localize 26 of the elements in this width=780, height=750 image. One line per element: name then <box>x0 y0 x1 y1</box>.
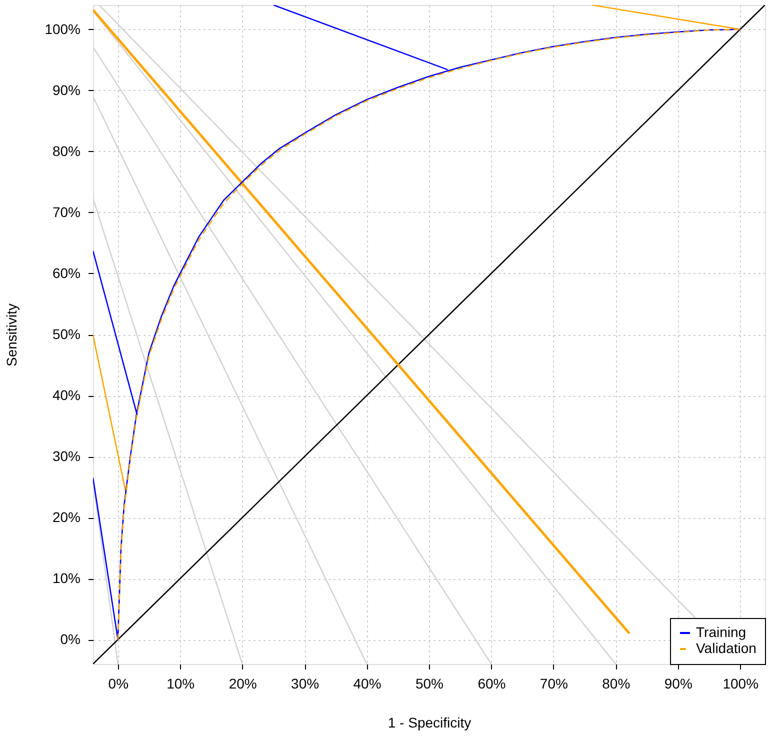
y-tick-label: 10% <box>52 570 80 586</box>
x-tick-label: 0% <box>108 676 129 692</box>
x-tick-label: 20% <box>228 676 257 692</box>
x-tick-label: 50% <box>415 676 444 692</box>
x-tick-label: 100% <box>722 676 759 692</box>
x-tick-label: 40% <box>353 676 382 692</box>
x-tick-label: 90% <box>664 676 692 692</box>
y-tick-label: 70% <box>52 204 80 220</box>
x-axis-title: 1 - Specificity <box>388 714 472 730</box>
y-tick-label: 50% <box>52 326 80 342</box>
x-tick-label: 30% <box>291 676 320 692</box>
y-tick-label: 0% <box>60 631 80 648</box>
y-tick-label: 60% <box>52 264 80 281</box>
x-tick-label: 60% <box>478 676 506 692</box>
y-tick-label: 20% <box>52 509 80 526</box>
x-tick-label: 70% <box>540 676 568 692</box>
legend-label: Validation <box>696 640 756 656</box>
y-tick-label: 100% <box>44 20 80 37</box>
y-tick-label: 40% <box>52 387 80 404</box>
legend-label: Training <box>696 624 746 640</box>
x-tick-label: 10% <box>166 676 195 692</box>
y-tick-label: 80% <box>52 142 80 159</box>
y-tick-label: 90% <box>52 82 80 98</box>
x-tick-label: 80% <box>602 676 630 692</box>
y-tick-label: 30% <box>52 448 80 464</box>
y-axis-title: Sensitivity <box>4 303 20 367</box>
